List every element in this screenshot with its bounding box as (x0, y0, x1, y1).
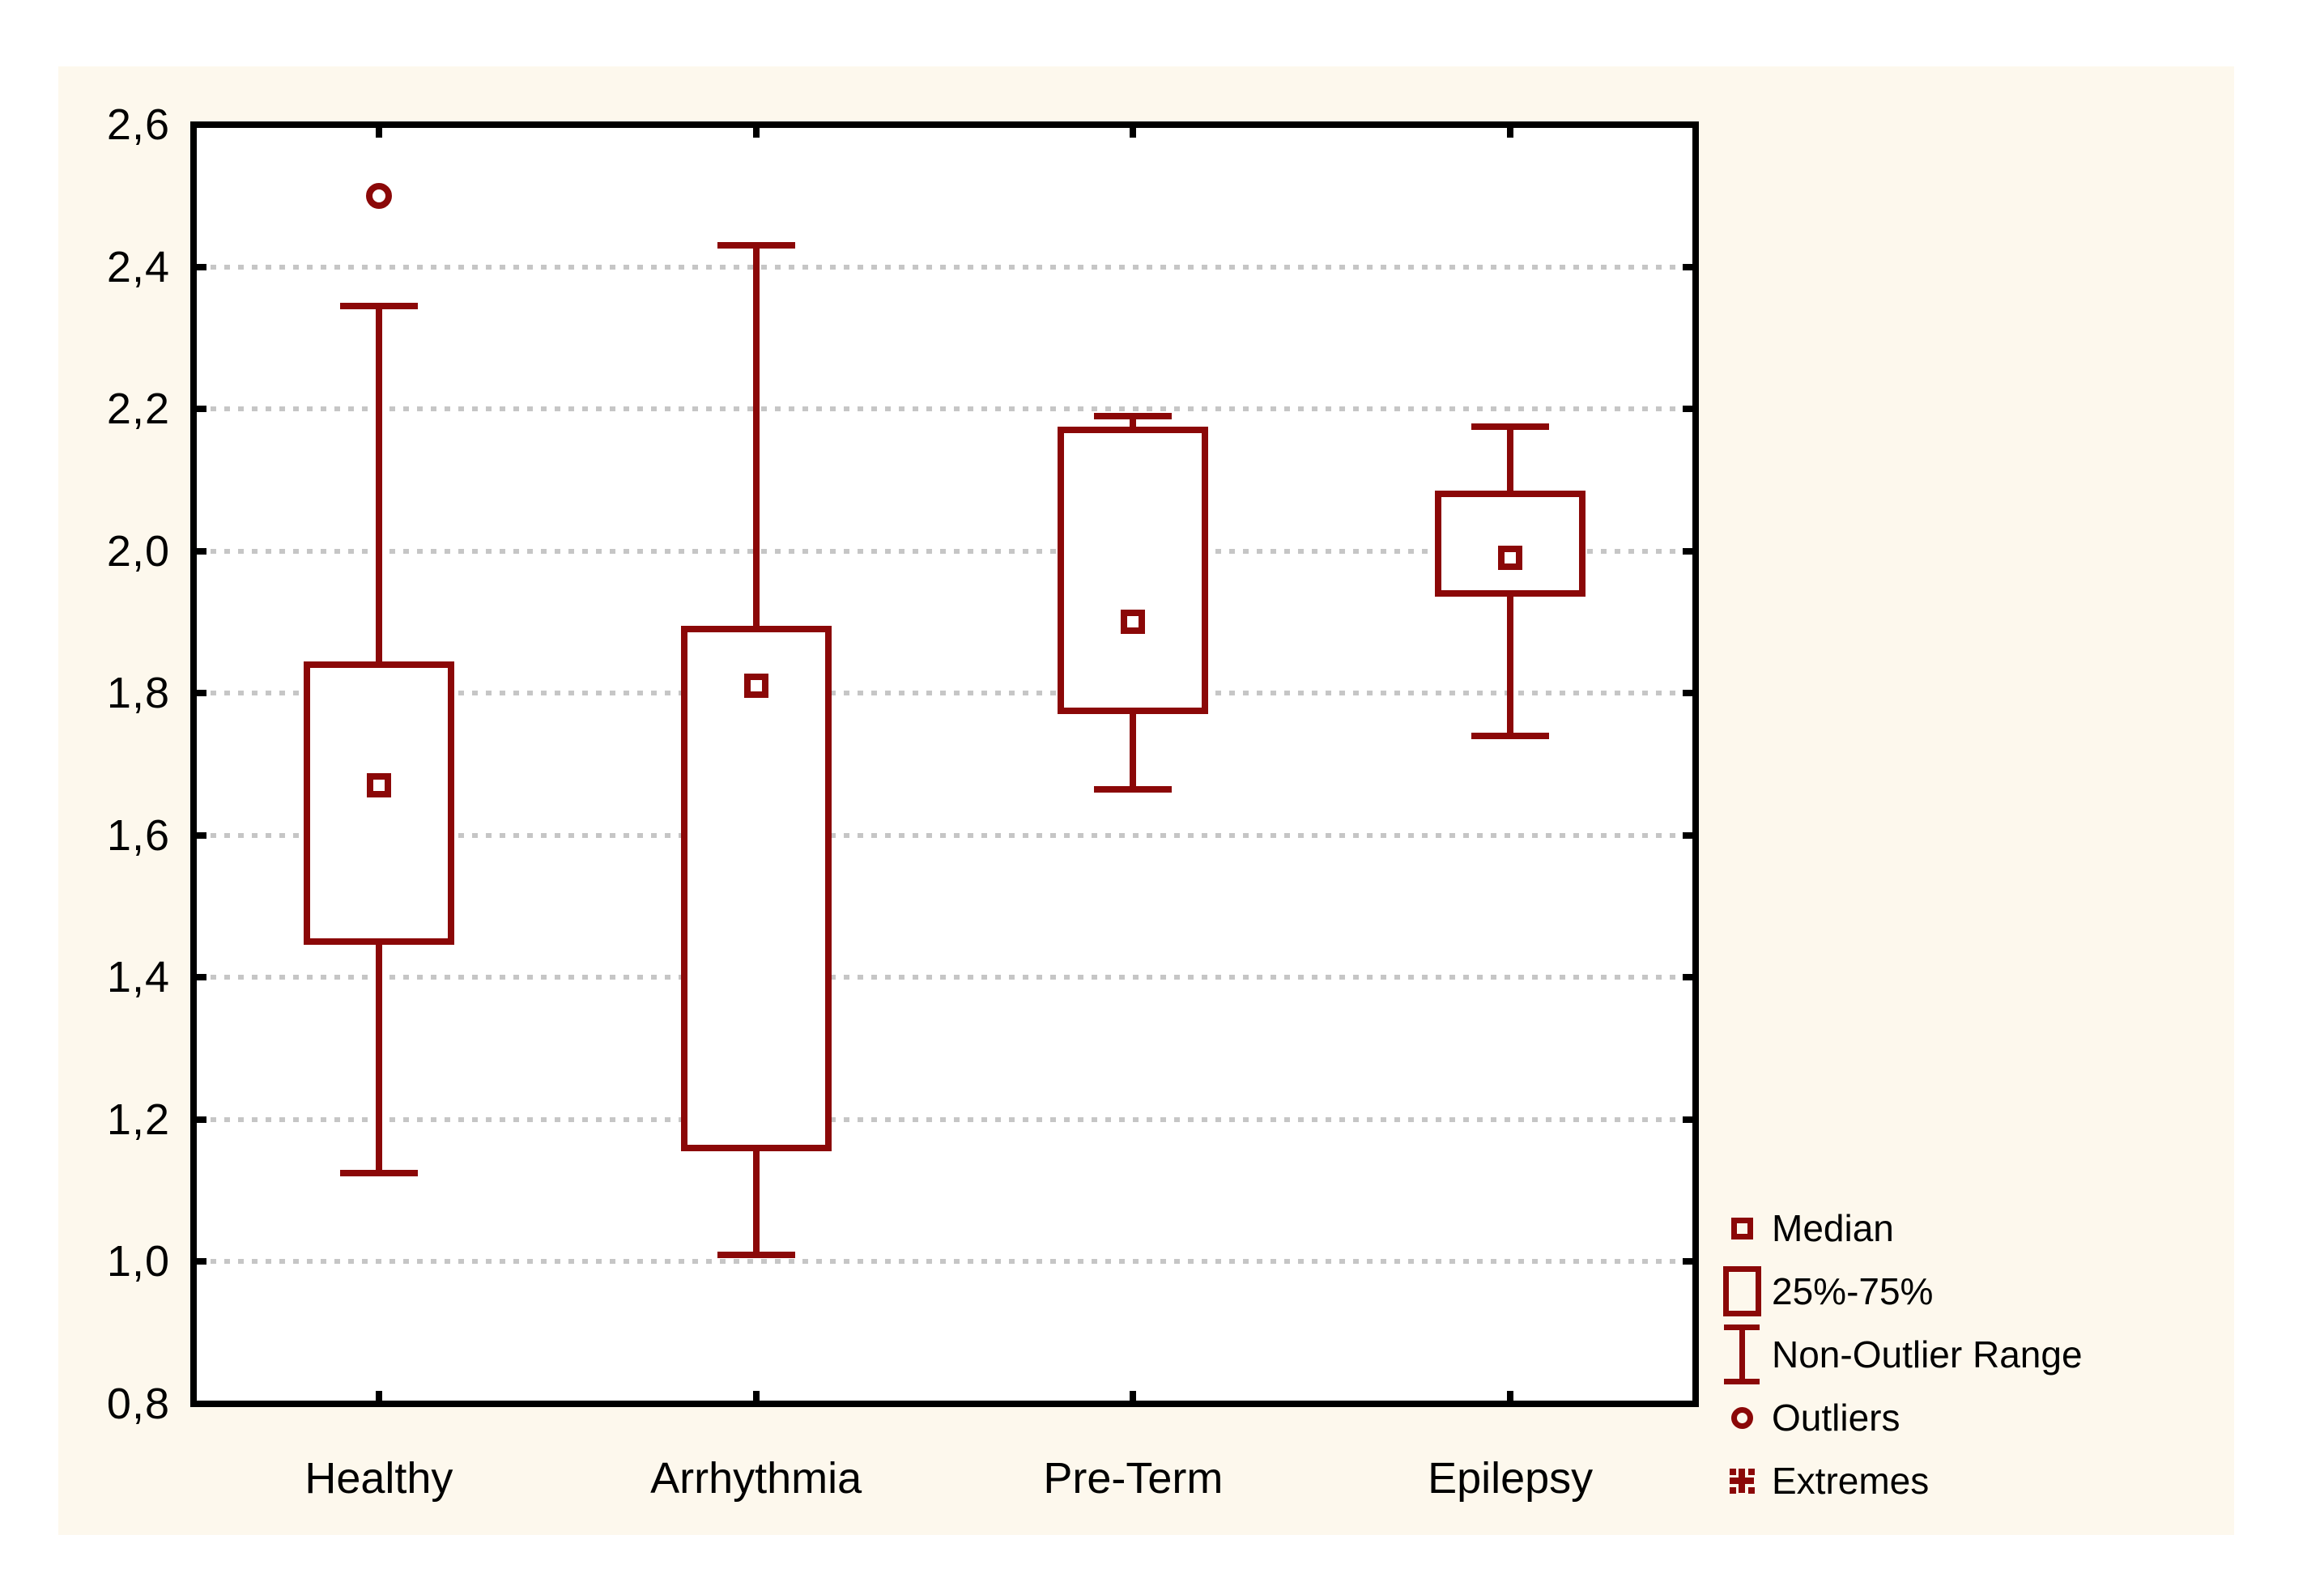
gridline (197, 691, 1692, 696)
whisker-cap-high (1471, 423, 1550, 431)
box-epilepsy (1435, 491, 1586, 597)
whisker-cap-high (1094, 412, 1173, 419)
y-axis-tick (197, 547, 206, 555)
legend-item-non-outlier-range: Non-Outlier Range (1717, 1323, 2083, 1386)
whisker-cap-low (1094, 785, 1173, 793)
gridline (197, 264, 1692, 270)
y-axis-tick-right (1683, 690, 1692, 697)
outlier-point-healthy (365, 182, 392, 209)
y-tick-label: 1,2 (106, 1095, 170, 1144)
whisker-cap-high (339, 302, 418, 309)
x-category-label: Arrhythmia (650, 1454, 862, 1503)
x-axis-tick-top (1507, 128, 1514, 138)
whisker-marker-icon (1724, 1325, 1760, 1384)
y-axis-tick-right (1683, 1258, 1692, 1265)
legend-label: Non-Outlier Range (1772, 1333, 2083, 1376)
box-marker-icon (1722, 1266, 1761, 1316)
legend-label: Extremes (1772, 1460, 1930, 1502)
gridline (197, 1116, 1692, 1122)
whisker-cap-low (717, 1251, 795, 1258)
x-axis-tick-top (752, 128, 760, 138)
y-tick-label: 1,0 (106, 1237, 170, 1286)
x-axis-tick (1130, 1391, 1137, 1401)
y-axis-tick-right (1683, 974, 1692, 981)
legend-label: Median (1772, 1207, 1894, 1249)
median-marker-epilepsy (1498, 546, 1523, 571)
y-axis-tick-right (1683, 547, 1692, 555)
gridline (197, 1259, 1692, 1265)
median-marker-healthy (366, 773, 391, 798)
legend: Median 25%-75% Non-Outlier Range Outlier… (1717, 1197, 2083, 1512)
y-axis-tick (197, 406, 206, 413)
gridline (197, 406, 1692, 412)
y-axis-tick (197, 690, 206, 697)
legend-item-extremes: Extremes (1717, 1449, 2083, 1512)
y-tick-label: 1,8 (106, 669, 170, 718)
whisker-cap-high (717, 242, 795, 249)
x-axis-tick (1507, 1391, 1514, 1401)
y-tick-label: 2,2 (106, 385, 170, 434)
y-tick-label: 1,4 (106, 953, 170, 1002)
x-axis-tick (375, 1391, 382, 1401)
y-axis-tick (197, 263, 206, 270)
y-axis-tick (197, 1116, 206, 1123)
legend-label: Outliers (1772, 1397, 1900, 1439)
whisker-cap-low (1471, 732, 1550, 739)
legend-item-outliers: Outliers (1717, 1386, 2083, 1449)
y-axis-tick (197, 831, 206, 839)
whisker-cap-low (339, 1169, 418, 1176)
y-axis-tick-right (1683, 831, 1692, 839)
y-tick-label: 1,6 (106, 810, 170, 860)
gridline (197, 832, 1692, 838)
y-axis-tick-right (1683, 1116, 1692, 1123)
median-marker-arrhythmia (743, 674, 768, 699)
y-axis-tick (197, 974, 206, 981)
box-healthy (303, 661, 454, 946)
outlier-marker-icon (1730, 1406, 1753, 1429)
median-marker-pre-term (1121, 610, 1146, 635)
x-category-label: Pre-Term (1043, 1454, 1224, 1503)
gridline (197, 975, 1692, 980)
x-axis-tick-top (375, 128, 382, 138)
x-category-label: Healthy (304, 1454, 453, 1503)
legend-label: 25%-75% (1772, 1270, 1934, 1312)
y-axis-tick-right (1683, 406, 1692, 413)
median-marker-icon (1730, 1217, 1753, 1239)
y-axis-tick-right (1683, 263, 1692, 270)
extremes-marker-icon (1729, 1468, 1755, 1494)
x-category-label: Epilepsy (1428, 1454, 1594, 1503)
legend-item-iqr: 25%-75% (1717, 1260, 2083, 1323)
y-axis-tick (197, 1258, 206, 1265)
gridline (197, 548, 1692, 554)
y-tick-label: 0,8 (106, 1380, 170, 1428)
box-pre-term (1058, 427, 1209, 715)
legend-item-median: Median (1717, 1197, 2083, 1260)
x-axis-tick (752, 1391, 760, 1401)
y-tick-label: 2,0 (106, 526, 170, 576)
y-tick-label: 2,6 (106, 100, 170, 149)
box-arrhythmia (680, 626, 832, 1151)
x-axis-tick-top (1130, 128, 1137, 138)
y-tick-label: 2,4 (106, 242, 170, 291)
